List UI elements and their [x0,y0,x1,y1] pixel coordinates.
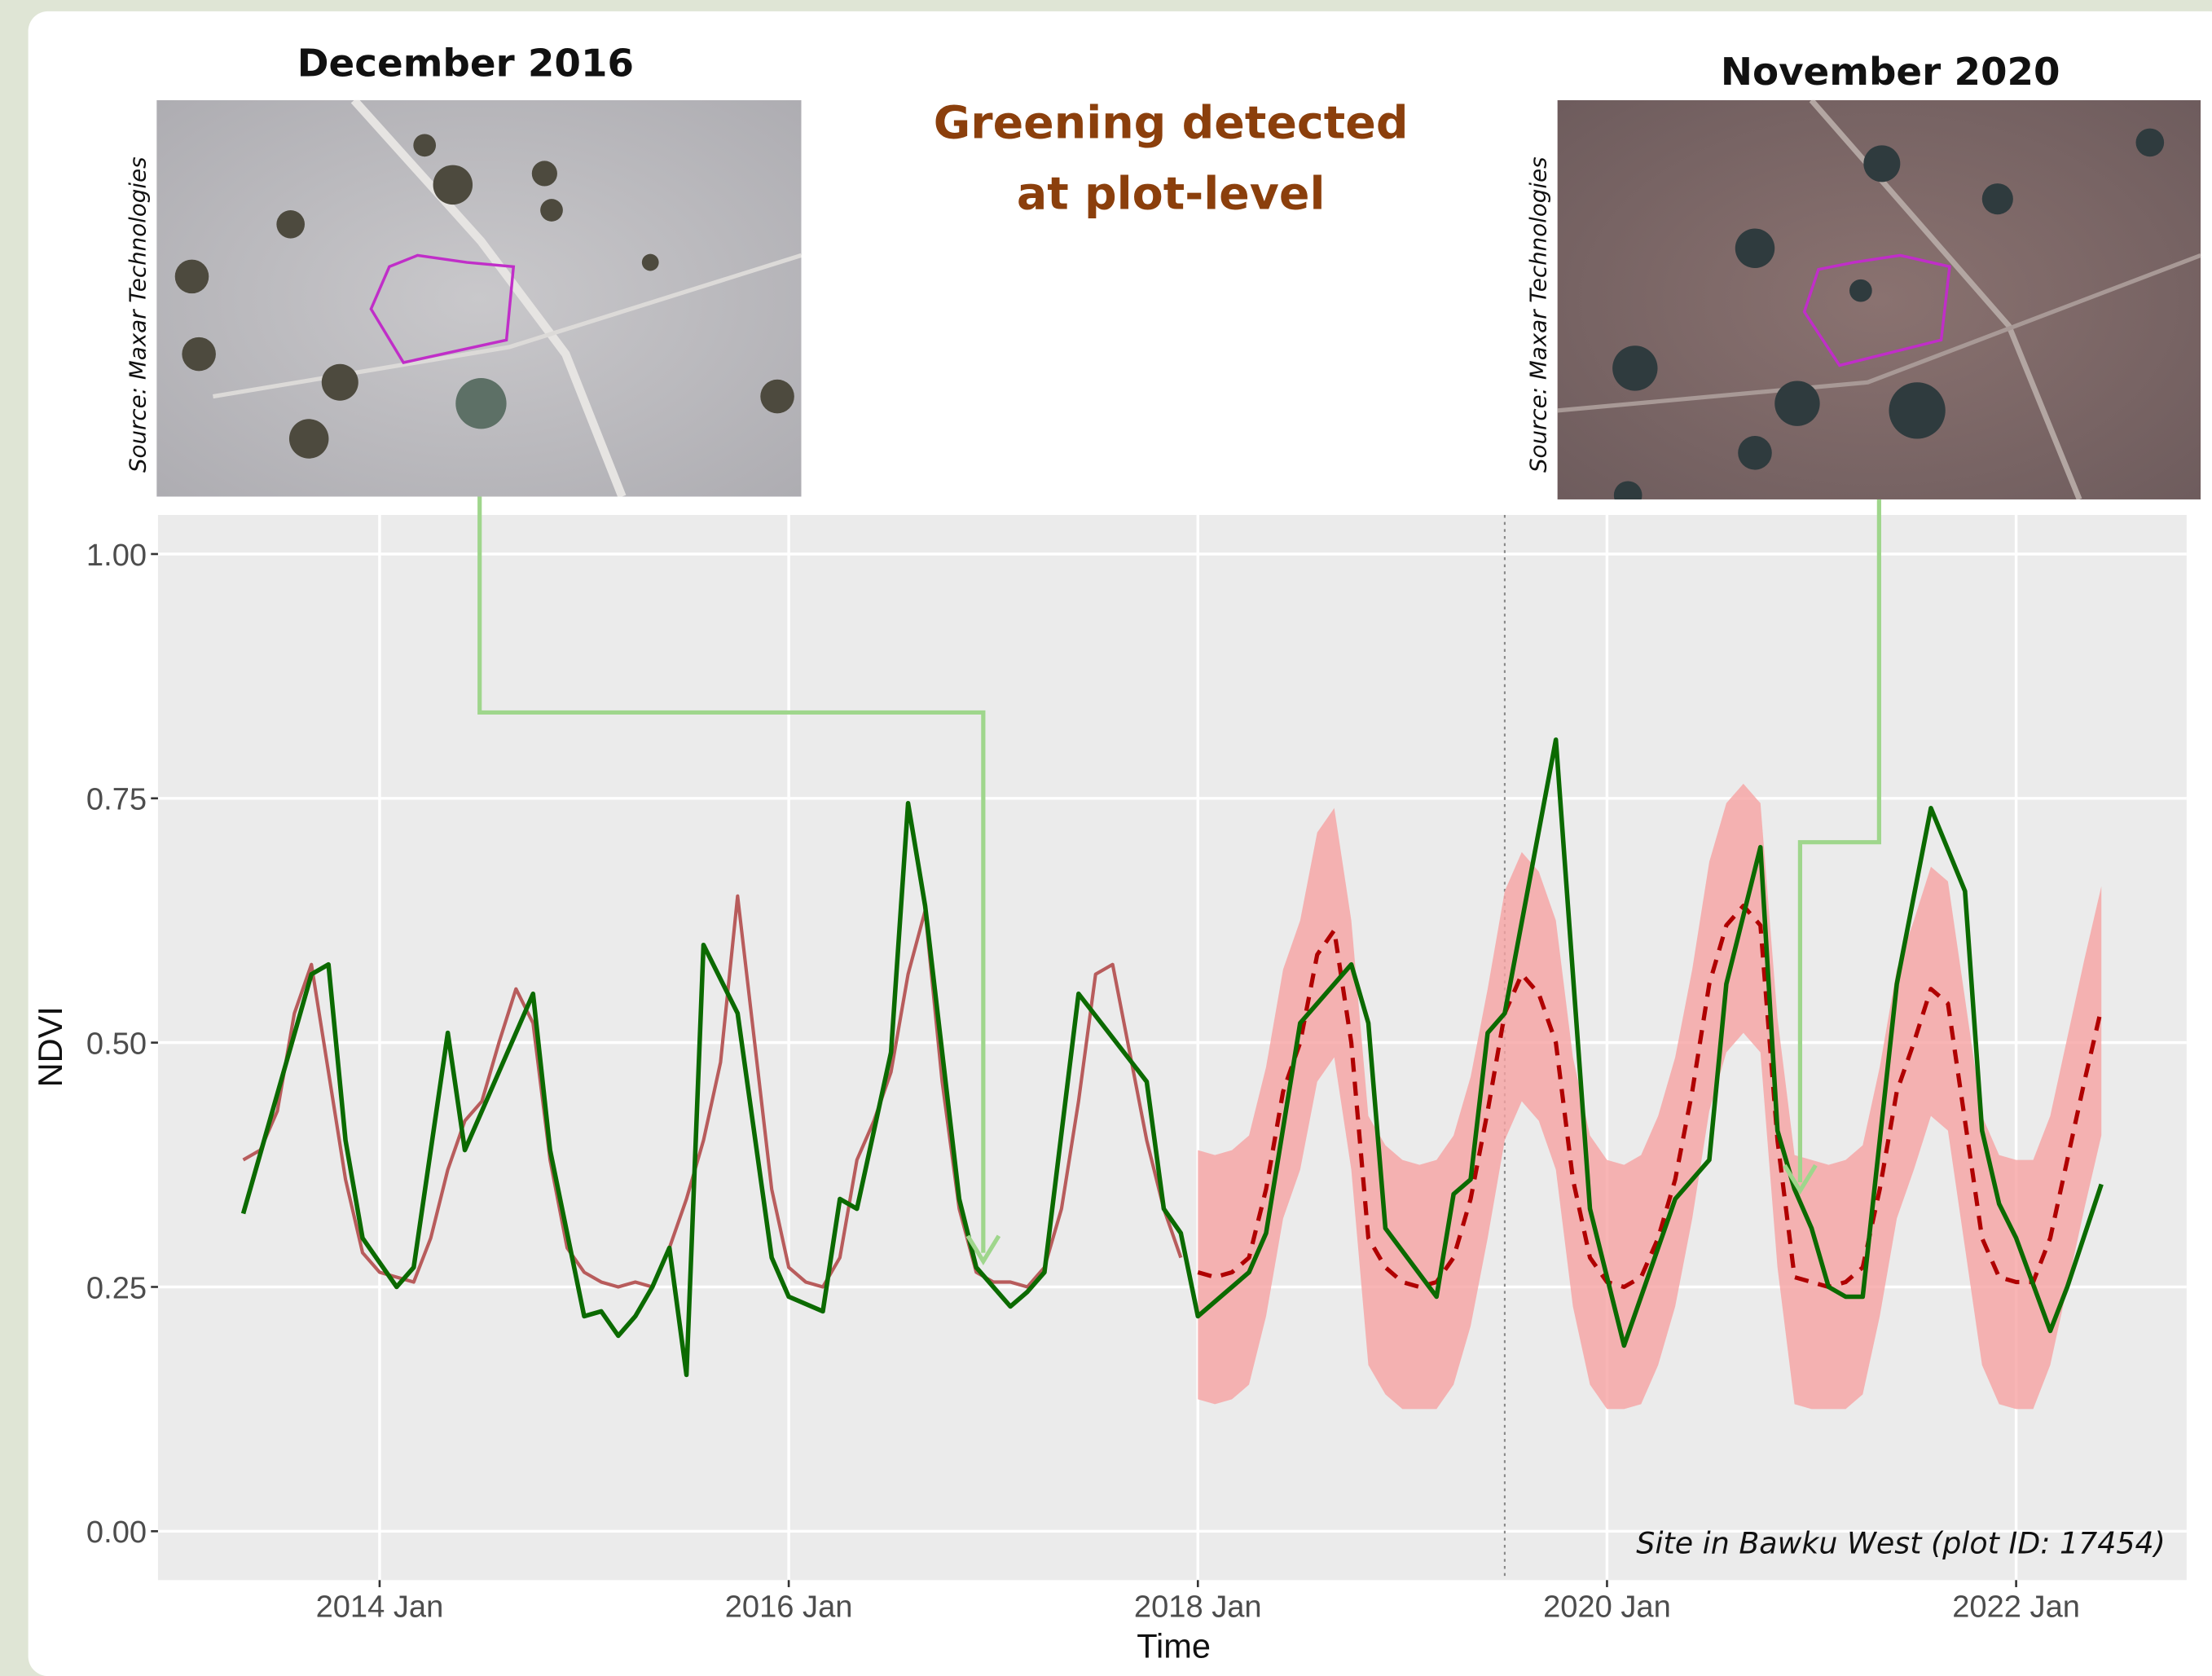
stage: December 2016 November 2020 Greening det… [0,0,2212,1665]
headline: Greening detected at plot-level [931,87,1411,228]
image-title: December 2016 [141,42,789,86]
satellite-image [156,100,801,497]
image-source: Source: Maxar Technologies [124,156,151,473]
satellite-image [1558,100,2201,499]
image-source: Source: Maxar Technologies [1525,156,1552,473]
page: December 2016 November 2020 Greening det… [0,0,2212,1663]
image-title: November 2020 [1566,51,2212,95]
